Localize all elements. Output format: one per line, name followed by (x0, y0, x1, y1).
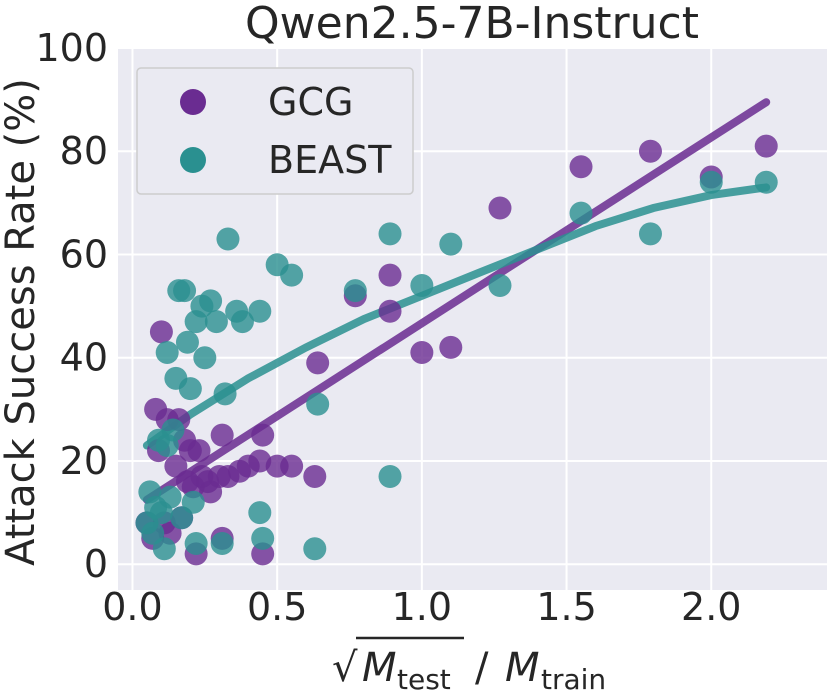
beast-point (378, 222, 402, 246)
gcg-point (303, 464, 327, 488)
beast-point (699, 170, 723, 194)
y-tick-label: 100 (35, 26, 108, 70)
gcg-point (149, 320, 173, 344)
beast-point (216, 227, 240, 251)
beast-point (210, 532, 234, 556)
y-tick-label: 80 (60, 129, 108, 173)
beast-point (152, 537, 176, 561)
gcg-point (439, 335, 463, 359)
gcg-point (754, 134, 778, 158)
beast-point (178, 377, 202, 401)
x-tick-label: 0.5 (247, 585, 307, 629)
gcg-point (251, 423, 275, 447)
beast-point (158, 485, 182, 509)
beast-point (248, 299, 272, 323)
chart-title: Qwen2.5-7B-Instruct (245, 0, 699, 49)
gcg-trend-line (142, 98, 771, 504)
legend-beast-label: BEAST (268, 138, 392, 182)
trend-lines (142, 98, 771, 504)
beast-point (569, 201, 593, 225)
y-tick-label: 20 (60, 439, 108, 483)
y-axis-label: Attack Success Rate (%) (0, 78, 44, 566)
gcg-point (638, 139, 662, 163)
beast-point (230, 310, 254, 334)
beast-point (488, 273, 512, 297)
beast-point (303, 537, 327, 561)
beast-point (638, 222, 662, 246)
gcg-point (306, 351, 330, 375)
gcg-point (569, 155, 593, 179)
beast-point (306, 392, 330, 416)
gcg-point (378, 299, 402, 323)
y-tick-labels: 0 20 40 60 80 100 (35, 26, 108, 586)
beast-point (155, 341, 179, 365)
legend-box (136, 67, 414, 195)
x-axis-slash: / (475, 645, 489, 691)
gcg-point (410, 341, 434, 365)
x-axis-label: √ M test / M train (332, 636, 606, 692)
x-axis-m-test: M (362, 645, 397, 691)
beast-point (378, 464, 402, 488)
x-tick-label: 2.0 (681, 585, 741, 629)
gcg-point (488, 196, 512, 220)
x-axis-m-train: M (505, 645, 540, 691)
x-tick-labels: 0.0 0.5 1.0 1.5 2.0 (102, 585, 741, 629)
legend-gcg-label: GCG (268, 80, 353, 124)
beast-point (248, 501, 272, 525)
beast-point (410, 273, 434, 297)
legend: GCG BEAST (136, 67, 414, 195)
beast-point (251, 526, 275, 550)
x-axis-test-subscript: test (397, 663, 451, 692)
beast-point (343, 279, 367, 303)
beast-trend-line (142, 183, 771, 450)
x-axis-train-subscript: train (541, 663, 606, 692)
beast-point (439, 232, 463, 256)
x-tick-label: 1.5 (536, 585, 596, 629)
x-tick-label: 0.0 (102, 585, 162, 629)
gcg-point (248, 449, 272, 473)
legend-beast-marker (180, 147, 206, 173)
beast-point (213, 382, 237, 406)
y-tick-label: 60 (60, 232, 108, 276)
gcg-point (280, 454, 304, 478)
x-tick-label: 1.0 (392, 585, 452, 629)
beast-point (204, 310, 228, 334)
beast-point (193, 346, 217, 370)
data-points (135, 134, 778, 566)
beast-point (175, 330, 199, 354)
beast-point (173, 279, 197, 303)
beast-point (754, 170, 778, 194)
y-tick-label: 40 (60, 336, 108, 380)
y-tick-label: 0 (84, 542, 108, 586)
legend-gcg-marker (180, 89, 206, 115)
beast-point (280, 263, 304, 287)
beast-point (181, 490, 205, 514)
beast-point (184, 532, 208, 556)
gcg-point (187, 439, 211, 463)
x-axis-sqrt-sign: √ (332, 645, 358, 691)
gcg-point (378, 263, 402, 287)
gcg-point (210, 423, 234, 447)
beast-point (161, 418, 185, 442)
beast-point (199, 289, 223, 313)
